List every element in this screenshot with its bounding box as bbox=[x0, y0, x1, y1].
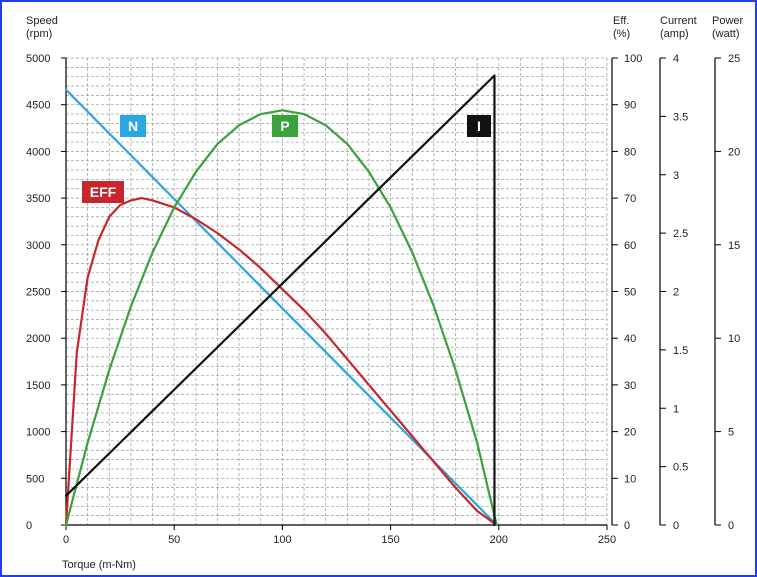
eff-tick-label: 80 bbox=[624, 146, 636, 158]
power-tick-label: 0 bbox=[728, 520, 734, 532]
speed-tick-label: 1500 bbox=[26, 380, 50, 392]
speed-tick-label: 3000 bbox=[26, 240, 50, 252]
speed-tick-label: 1000 bbox=[26, 427, 50, 439]
eff-tick-label: 30 bbox=[624, 380, 636, 392]
power-tick-label: 5 bbox=[728, 427, 734, 439]
series-badge-i bbox=[467, 115, 491, 137]
series-line-p bbox=[64, 109, 498, 527]
speed-axis-title: Speed bbox=[26, 15, 58, 27]
current-tick-label: 0.5 bbox=[673, 462, 688, 474]
current-tick-label: 0 bbox=[673, 520, 679, 532]
series-lines bbox=[64, 74, 498, 527]
x-tick-label: 200 bbox=[490, 534, 508, 546]
eff-tick-label: 50 bbox=[624, 287, 636, 299]
series-label-n: N bbox=[128, 118, 138, 134]
speed-axis-unit: (rpm) bbox=[26, 28, 52, 40]
power-axis-unit: (watt) bbox=[712, 28, 740, 40]
speed-tick-label: 500 bbox=[26, 473, 44, 485]
axes bbox=[61, 57, 721, 530]
eff-tick-label: 40 bbox=[624, 333, 636, 345]
x-tick-label: 50 bbox=[168, 534, 180, 546]
current-tick-label: 3.5 bbox=[673, 111, 688, 123]
x-tick-label: 250 bbox=[598, 534, 616, 546]
eff-tick-label: 100 bbox=[624, 53, 642, 65]
current-axis-title: Current bbox=[660, 15, 697, 27]
eff-tick-label: 90 bbox=[624, 100, 636, 112]
x-tick-label: 150 bbox=[381, 534, 399, 546]
eff-tick-label: 20 bbox=[624, 427, 636, 439]
eff-tick-label: 60 bbox=[624, 240, 636, 252]
eff-tick-label: 10 bbox=[624, 473, 636, 485]
current-tick-label: 1 bbox=[673, 403, 679, 415]
power-tick-label: 10 bbox=[728, 333, 740, 345]
power-tick-label: 15 bbox=[728, 240, 740, 252]
current-axis-unit: (amp) bbox=[660, 28, 689, 40]
eff-axis-unit: (%) bbox=[613, 28, 630, 40]
series-line-eff bbox=[64, 197, 498, 527]
current-tick-label: 3 bbox=[673, 170, 679, 182]
x-tick-label: 0 bbox=[63, 534, 69, 546]
power-tick-label: 20 bbox=[728, 146, 740, 158]
eff-tick-label: 70 bbox=[624, 193, 636, 205]
series-line-i bbox=[64, 74, 496, 527]
series-badge-n bbox=[120, 115, 146, 137]
speed-tick-label: 2000 bbox=[26, 333, 50, 345]
current-tick-label: 2.5 bbox=[673, 228, 688, 240]
series-label-eff: EFF bbox=[90, 184, 117, 200]
grid bbox=[65, 57, 608, 526]
speed-tick-label: 5000 bbox=[26, 53, 50, 65]
speed-tick-label: 4000 bbox=[26, 146, 50, 158]
series-label-p: P bbox=[280, 118, 289, 134]
speed-tick-label: 2500 bbox=[26, 287, 50, 299]
current-tick-label: 1.5 bbox=[673, 345, 688, 357]
speed-tick-label: 4500 bbox=[26, 100, 50, 112]
speed-tick-label: 0 bbox=[26, 520, 32, 532]
eff-axis-title: Eff. bbox=[613, 15, 629, 27]
series-label-i: I bbox=[477, 118, 481, 134]
power-tick-label: 25 bbox=[728, 53, 740, 65]
power-axis-title: Power bbox=[712, 15, 744, 27]
series-labels: N EFF P I bbox=[82, 115, 491, 203]
eff-tick-label: 0 bbox=[624, 520, 630, 532]
series-badge-p bbox=[272, 115, 298, 137]
series-badge-eff bbox=[82, 181, 124, 203]
current-tick-label: 4 bbox=[673, 53, 679, 65]
x-tick-label: 100 bbox=[273, 534, 291, 546]
x-axis-title: Torque (m-Nm) bbox=[62, 559, 136, 571]
speed-tick-label: 3500 bbox=[26, 193, 50, 205]
current-tick-label: 2 bbox=[673, 287, 679, 299]
